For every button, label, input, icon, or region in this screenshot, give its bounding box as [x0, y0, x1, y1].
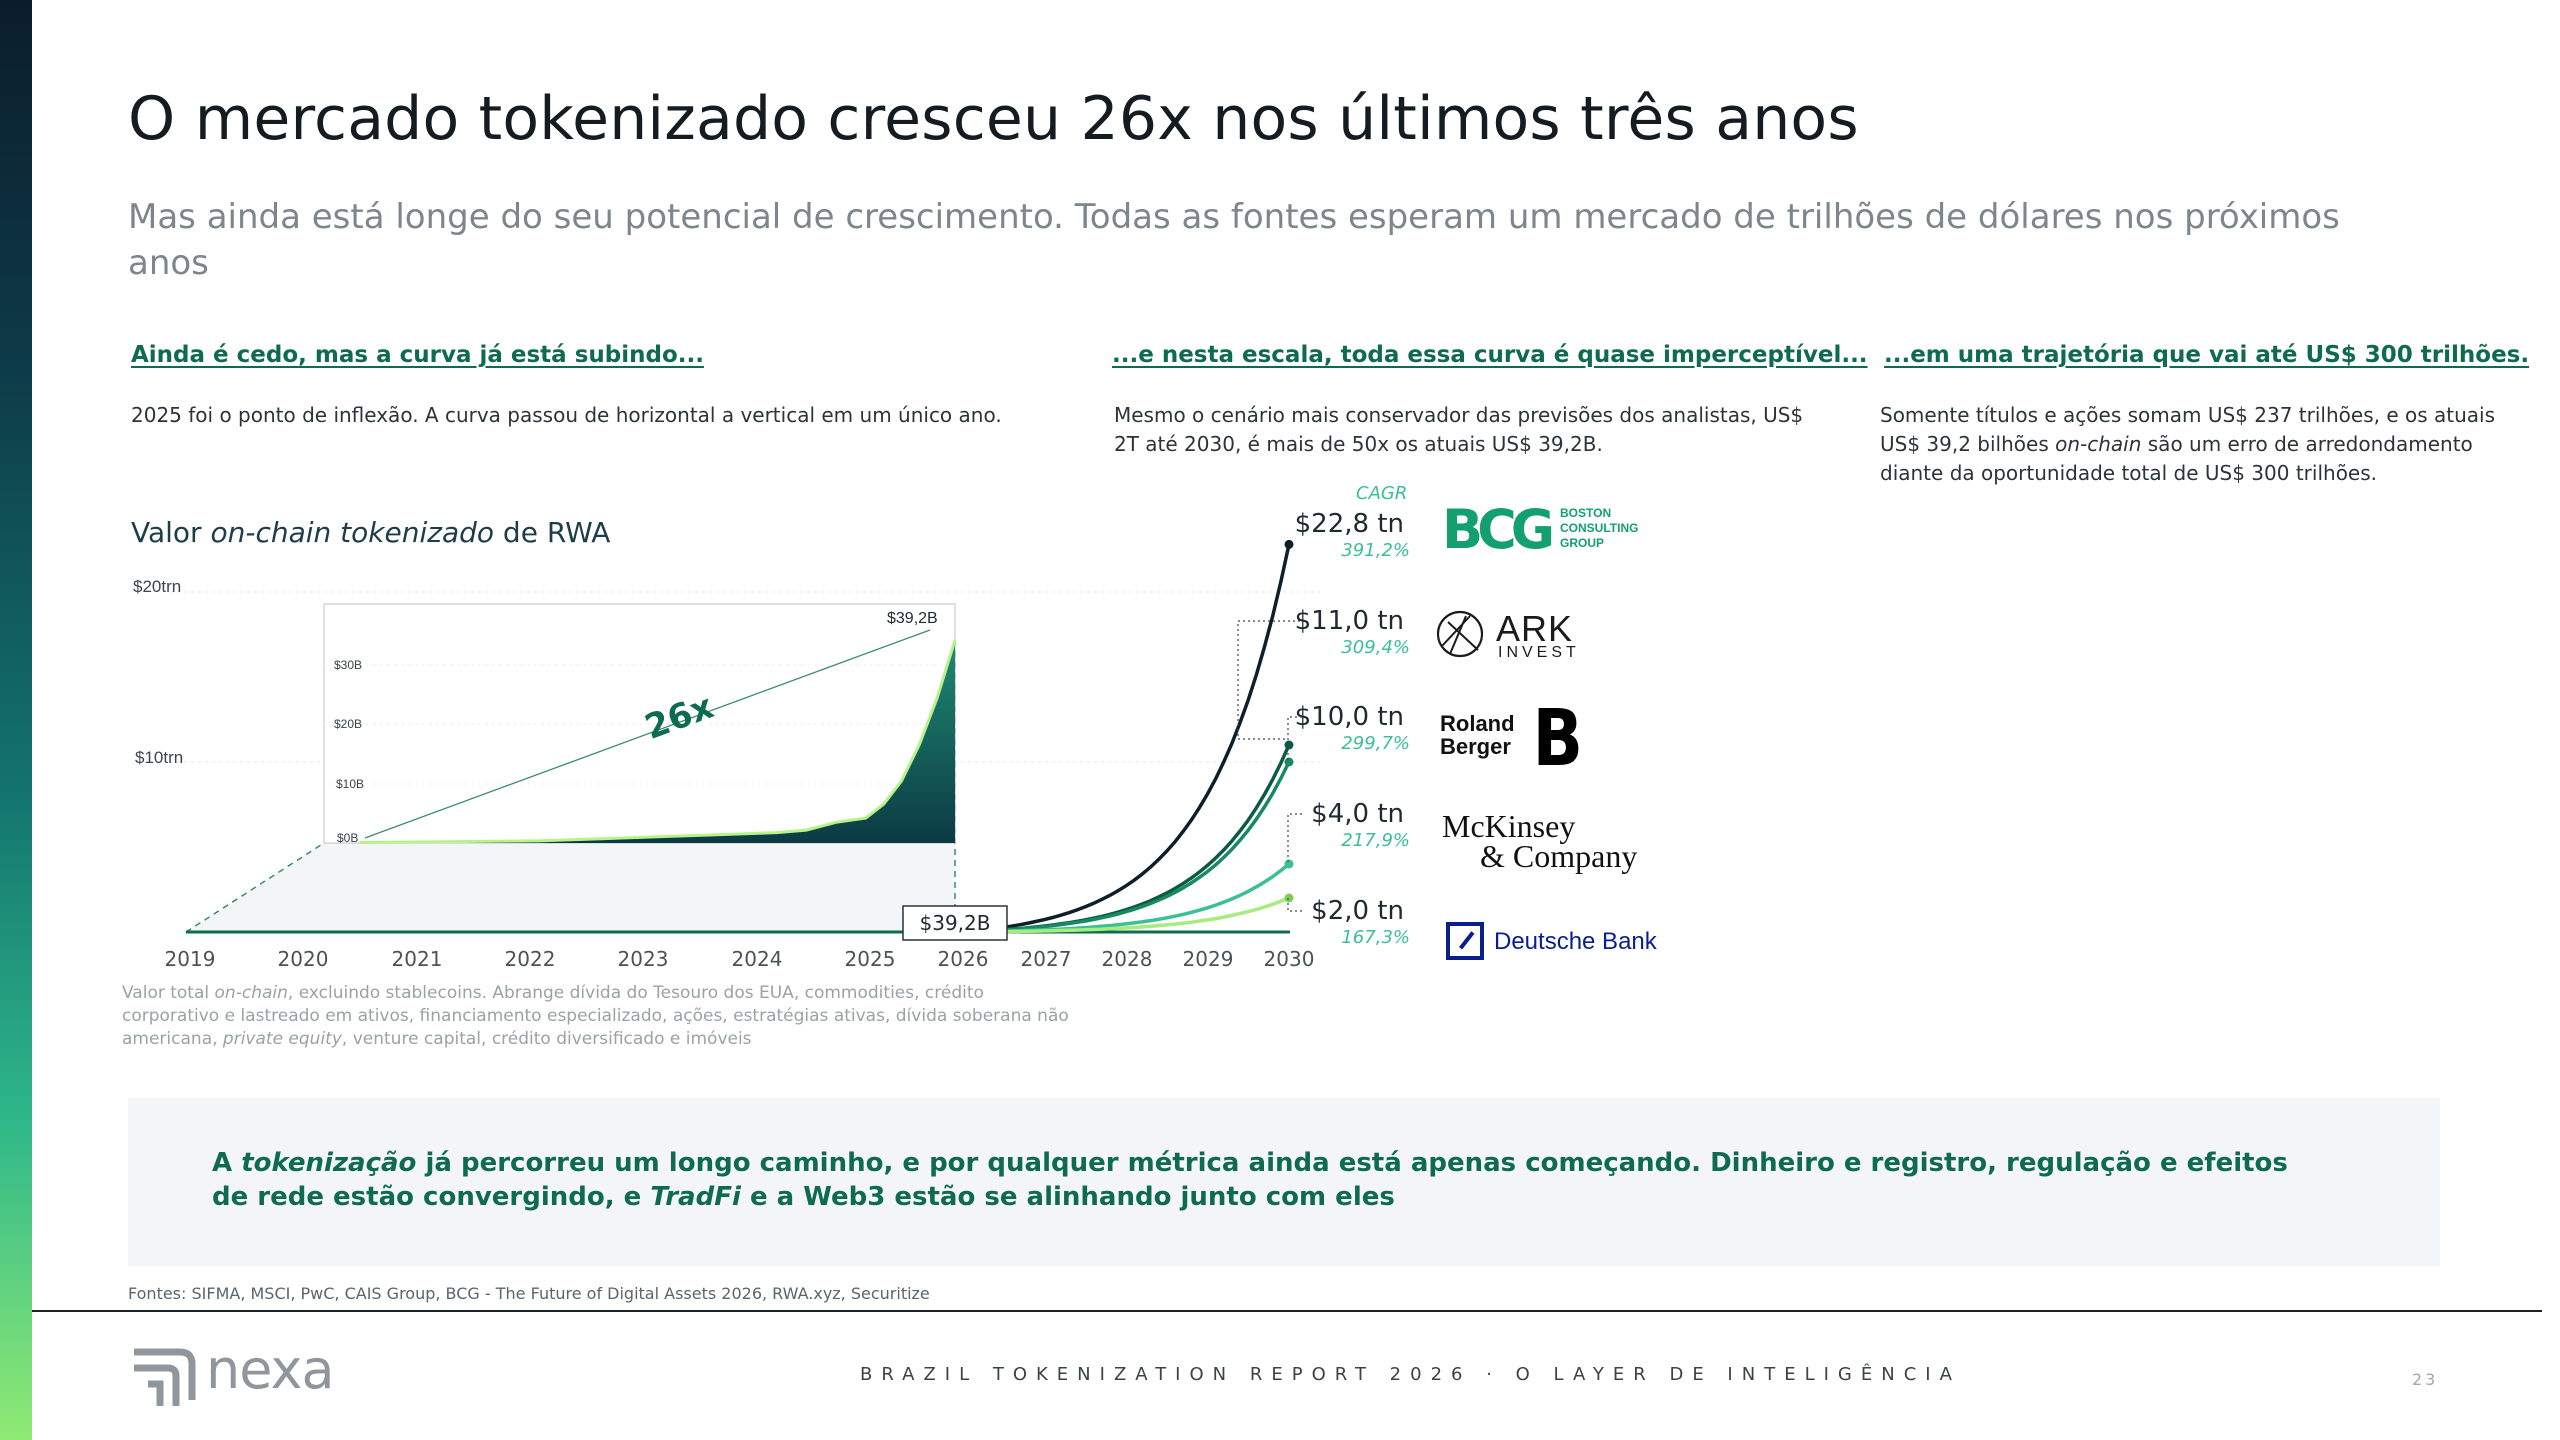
page-subtitle: Mas ainda está longe do seu potencial de… [128, 197, 2340, 283]
x-tick-label-2020: 2020 [278, 947, 329, 971]
series-cagr-label: 391,2% [1341, 540, 1410, 561]
column-2-heading: ...e nesta escala, toda essa curva é qua… [1112, 342, 1868, 368]
current-value-box [902, 905, 1008, 941]
x-tick-label-2029: 2029 [1183, 947, 1234, 971]
growth-trend-line [364, 629, 931, 839]
deutsche-bank-logo: Deutsche Bank [1446, 920, 1686, 966]
column-1-text: 2025 foi o ponto de inflexão. A curva pa… [131, 403, 1002, 427]
x-tick-label-2023: 2023 [618, 947, 669, 971]
inset-axis-label: $20B [334, 717, 362, 731]
deutsche-bank-icon [1446, 922, 1484, 960]
column-3-heading: ...em uma trajetória que vai até US$ 300… [1884, 342, 2530, 368]
chart-footnote: Valor total on-chain, excluindo stableco… [122, 983, 1069, 1049]
forecast-curve-roland-berger [962, 761, 1291, 934]
curve-endpoint [1284, 893, 1294, 903]
series-value-label: $4,0 tn [1311, 799, 1404, 829]
column-2-text: Mesmo o cenário mais conservador das pre… [1114, 403, 1804, 456]
series-cagr-label: 217,9% [1341, 830, 1410, 851]
chart-title: Valor on-chain tokenizado de RWA [131, 516, 611, 549]
curve-endpoint [1284, 740, 1294, 750]
inset-axis-label: $10B [336, 777, 364, 791]
series-cagr-label: 167,3% [1341, 927, 1410, 948]
page-title: O mercado tokenizado cresceu 26x nos últ… [128, 84, 1859, 154]
x-tick-label-2024: 2024 [732, 947, 783, 971]
forecast-curves [962, 539, 1294, 934]
forecast-curve-mckinsey-company [962, 862, 1291, 934]
y-tick-label: $10trn [135, 748, 183, 767]
series-cagr-label: 299,7% [1341, 733, 1410, 754]
key-takeaway-box: A tokenização já percorreu um longo cami… [128, 1098, 2440, 1266]
curve-endpoint [1284, 539, 1294, 549]
inset-axis-label: $30B [334, 658, 362, 672]
x-tick-label-2019: 2019 [165, 947, 216, 971]
label-connector [1287, 813, 1302, 864]
ark-invest-logo: ARK INVEST [1436, 608, 1596, 668]
series-value-label: $22,8 tn [1295, 509, 1404, 539]
ark-icon [1436, 610, 1484, 658]
y-tick-label: $20trn [133, 577, 181, 596]
x-tick-label-2030: 2030 [1264, 947, 1315, 971]
current-value-label: $39,2B [920, 911, 991, 935]
nexa-icon [134, 1348, 196, 1406]
key-takeaway-text: A tokenização já percorreu um longo cami… [212, 1148, 2288, 1212]
series-value-label: $11,0 tn [1295, 606, 1404, 636]
curve-endpoint [1284, 859, 1294, 869]
projection-line [185, 842, 325, 933]
x-tick-label-2027: 2027 [1021, 947, 1072, 971]
side-accent-bar [0, 0, 32, 1440]
bcg-logo: BCG BOSTON CONSULTING GROUP [1442, 498, 1639, 561]
footer-divider [32, 1310, 2542, 1312]
series-value-label: $2,0 tn [1311, 896, 1404, 926]
roland-berger-logo: Roland Berger B [1440, 694, 1583, 784]
inset-line-historical [359, 639, 957, 844]
forecast-curve-deutsche-bank [962, 896, 1290, 934]
series-value-label: $10,0 tn [1295, 702, 1404, 732]
inset-projection-floor [186, 843, 955, 932]
x-tick-label-2026: 2026 [938, 947, 989, 971]
x-tick-label-2022: 2022 [505, 947, 556, 971]
x-tick-labels: 2019 2020 2021 2022 2023 2024 2025 2026 2027 2028… [165, 947, 1315, 971]
column-1-heading: Ainda é cedo, mas a curva já está subind… [131, 342, 704, 368]
cagr-header: CAGR [1356, 483, 1407, 504]
x-tick-label-2025: 2025 [845, 947, 896, 971]
x-tick-label-2021: 2021 [392, 947, 443, 971]
inset-peak-label: $39,2B [887, 610, 938, 627]
series-cagr-label: 309,4% [1341, 637, 1410, 658]
rwa-chart: $20trn $10trn $30B $20B $10B $0B 26x $39… [133, 483, 1410, 971]
sources-note: Fontes: SIFMA, MSCI, PwC, CAIS Group, BC… [128, 1284, 930, 1303]
curve-endpoint [1284, 757, 1294, 767]
column-3-text: Somente títulos e ações somam US$ 237 tr… [1880, 403, 2496, 485]
inset-area-historical [360, 640, 955, 843]
inset-axis-label: $0B [337, 831, 358, 845]
mckinsey-logo: McKinsey & Company [1442, 808, 1638, 874]
footer-report-title: BRAZIL TOKENIZATION REPORT 2026 · O LAYE… [860, 1364, 1961, 1385]
page-number: 23 [2412, 1370, 2439, 1389]
forecast-curve-boston-consulting-group [962, 544, 1291, 934]
x-tick-label-2028: 2028 [1102, 947, 1153, 971]
label-connector [1237, 620, 1300, 740]
